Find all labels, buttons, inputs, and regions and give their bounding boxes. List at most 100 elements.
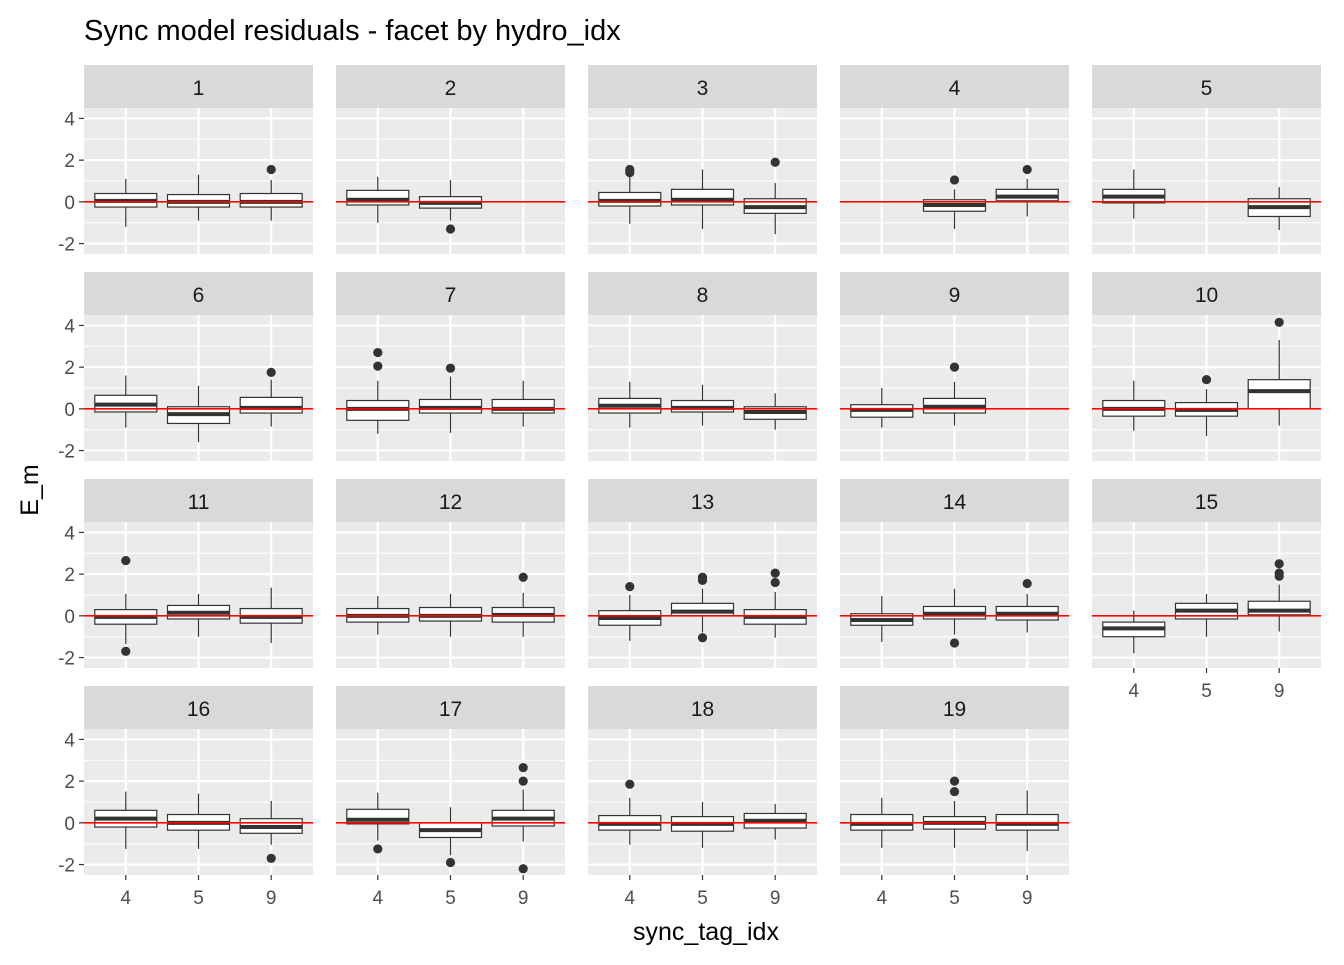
facet-strip (588, 272, 817, 315)
facet-strip-label: 11 (188, 491, 210, 514)
box-4 (94, 555, 158, 656)
facet-strip (1092, 479, 1321, 522)
x-tick-label: 5 (193, 888, 204, 909)
outlier-point (121, 646, 131, 656)
y-tick-label: 2 (64, 772, 75, 793)
outlier-point (445, 224, 456, 234)
facet-strip (840, 686, 1069, 729)
facet-strip-label: 8 (697, 284, 709, 307)
facet-strip (588, 686, 817, 729)
box-4 (346, 792, 410, 854)
facet-panel-11: 11 -2 0 2 4 (58, 479, 313, 670)
box-iqr (491, 398, 555, 414)
facet-strip-label: 15 (1195, 491, 1218, 514)
y-tick-label: -2 (58, 649, 75, 670)
box-4 (94, 375, 158, 428)
facet-panel-10: 10 (1092, 272, 1321, 461)
box-iqr (239, 396, 303, 414)
facet-panel-5: 5 (1092, 65, 1321, 254)
facet-strip-label: 7 (445, 284, 457, 307)
facet-strip (84, 479, 313, 522)
x-tick-label: 9 (1022, 888, 1033, 909)
facet-strip-label: 12 (439, 491, 462, 514)
facet-panel-3: 3 (588, 65, 817, 254)
facet-strip (84, 65, 313, 108)
facet-strip-label: 10 (1195, 284, 1218, 307)
x-tick-label: 4 (1129, 681, 1140, 702)
facet-strip-label: 17 (439, 698, 462, 721)
facet-strip (84, 686, 313, 729)
box-9 (1247, 317, 1311, 426)
outlier-point (266, 164, 276, 175)
outlier-point (518, 762, 528, 773)
outlier-point (949, 786, 960, 797)
facet-strip (588, 65, 817, 108)
outlier-point (518, 572, 528, 582)
chart-title: Sync model residuals - facet by hydro_id… (84, 15, 621, 47)
y-tick-label: 4 (64, 109, 75, 130)
facet-strip-label: 4 (949, 77, 961, 100)
outlier-point (373, 844, 383, 854)
y-axis-title: E_m (16, 464, 44, 515)
x-tick-label: 9 (518, 888, 529, 909)
facet-strip-label: 14 (943, 491, 967, 514)
box-iqr (1247, 600, 1311, 616)
y-tick-label: 0 (64, 814, 75, 835)
y-tick-label: -2 (58, 235, 75, 256)
box-9 (743, 804, 807, 840)
facet-strip (840, 272, 1069, 315)
y-tick-label: 2 (64, 151, 75, 172)
outlier-point (1274, 317, 1284, 327)
box-4 (1102, 610, 1166, 654)
y-tick-label: 0 (64, 607, 75, 628)
facet-strip-label: 13 (691, 491, 714, 514)
outlier-point (697, 633, 708, 643)
box-4 (850, 388, 914, 428)
y-tick-label: -2 (58, 442, 75, 463)
outlier-point (518, 864, 528, 874)
facet-strip (840, 479, 1069, 522)
x-axis-title: sync_tag_idx (633, 918, 779, 946)
facet-strip (336, 479, 565, 522)
outlier-point (1022, 164, 1032, 175)
facet-panel-7: 7 (336, 272, 565, 461)
box-9 (1247, 559, 1311, 632)
y-tick-label: 4 (64, 523, 75, 544)
outlier-point (770, 568, 780, 578)
box-5 (670, 384, 735, 426)
y-tick-label: 0 (64, 193, 75, 214)
box-9 (743, 568, 807, 638)
x-tick-label: 4 (373, 888, 384, 909)
x-tick-label: 9 (770, 888, 781, 909)
facet-panel-14: 14 (840, 479, 1069, 668)
facet-strip (588, 479, 817, 522)
x-tick-label: 4 (625, 888, 636, 909)
facet-strip (336, 686, 565, 729)
facet-panel-13: 13 (588, 479, 817, 668)
facet-strip-label: 9 (949, 284, 961, 307)
outlier-point (625, 582, 635, 592)
facet-panel-4: 4 (840, 65, 1069, 254)
box-4 (94, 178, 158, 227)
outlier-point (1022, 578, 1032, 589)
outlier-point (266, 853, 276, 863)
facet-strip-label: 19 (943, 698, 966, 721)
box-iqr (346, 189, 410, 206)
outlier-point (121, 555, 131, 566)
x-tick-label: 9 (266, 888, 277, 909)
box-9 (743, 393, 807, 430)
outlier-point (949, 175, 960, 185)
box-5 (1174, 375, 1239, 436)
x-tick-label: 5 (949, 888, 960, 909)
box-4 (1102, 169, 1166, 219)
box-5 (922, 175, 987, 229)
y-tick-label: 0 (64, 400, 75, 421)
x-tick-label: 4 (121, 888, 132, 909)
outlier-point (373, 347, 383, 358)
facet-panel-6: 6 -2 0 2 4 (58, 272, 313, 463)
x-tick-label: 4 (877, 888, 888, 909)
x-tick-label: 5 (697, 888, 708, 909)
